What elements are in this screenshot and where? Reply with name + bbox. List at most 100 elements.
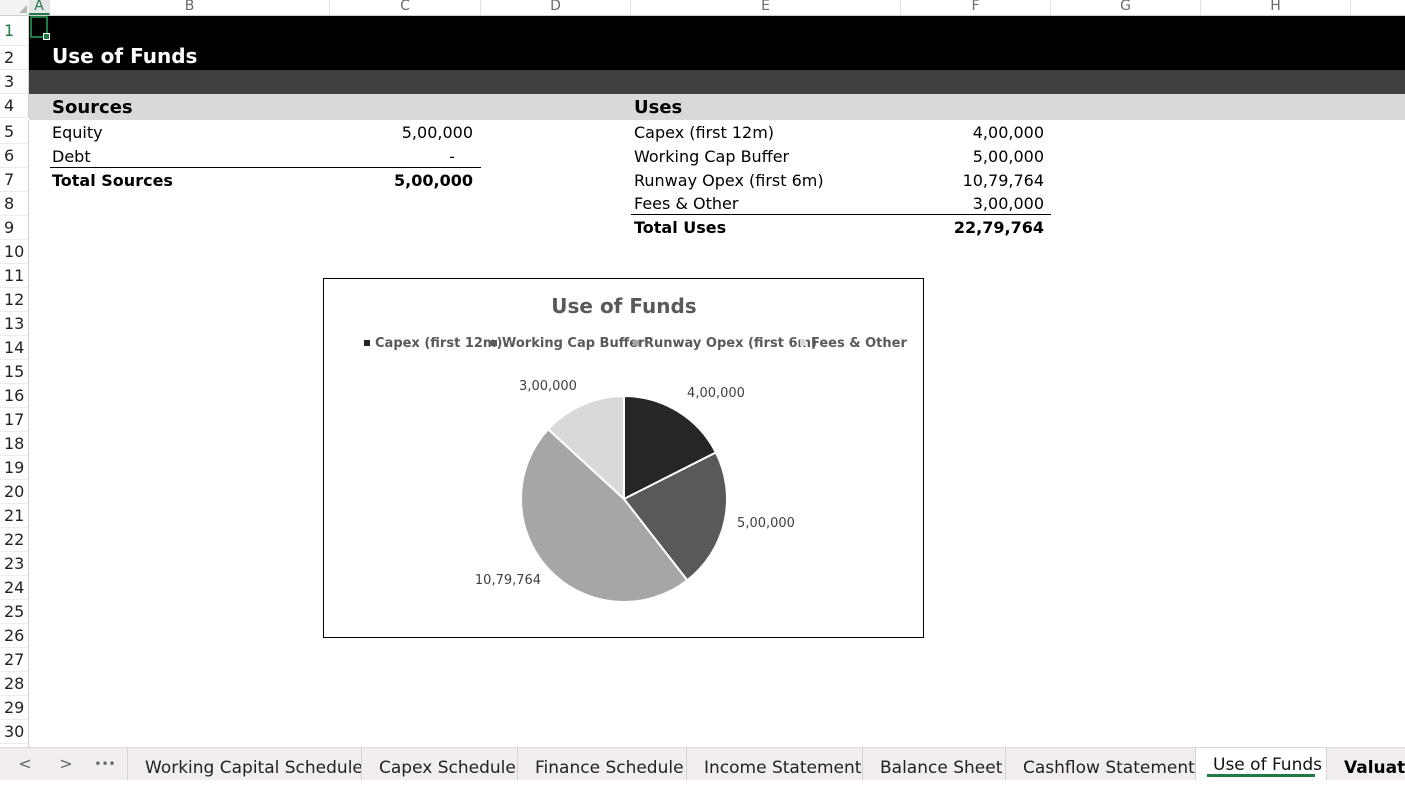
row-header-22[interactable]: 22 bbox=[0, 528, 29, 552]
sheet-tab-use-of-funds[interactable]: Use of Funds bbox=[1195, 748, 1326, 780]
row-header-8[interactable]: 8 bbox=[0, 192, 29, 216]
sheet-tab-working-capital-schedule[interactable]: Working Capital Schedule bbox=[127, 748, 363, 780]
row-header-20[interactable]: 20 bbox=[0, 480, 29, 504]
row-header-18[interactable]: 18 bbox=[0, 432, 29, 456]
row-header-30[interactable]: 30 bbox=[0, 720, 29, 744]
sheet-tab-label: Working Capital Schedule bbox=[145, 758, 363, 778]
sheet-tab-label: Income Statement bbox=[704, 758, 862, 778]
prev-sheet-button[interactable]: < bbox=[18, 754, 32, 773]
legend-entry: Runway Opex (first 6m) bbox=[644, 336, 817, 351]
sheet-tab-label: Valuatio bbox=[1344, 758, 1405, 778]
row-header-5[interactable]: 5 bbox=[0, 120, 29, 144]
sheet-tab-income-statement[interactable]: Income Statement bbox=[686, 748, 862, 780]
row-header-16[interactable]: 16 bbox=[0, 384, 29, 408]
select-all-corner[interactable] bbox=[0, 0, 30, 15]
row-header-10[interactable]: 10 bbox=[0, 240, 29, 264]
chart-canvas: Use of Funds Capex (first 12m) Working Ca… bbox=[364, 294, 907, 603]
data-label: 5,00,000 bbox=[737, 516, 795, 531]
active-cell-a1[interactable] bbox=[30, 16, 50, 40]
row-header-29[interactable]: 29 bbox=[0, 696, 29, 720]
chart-legend: Capex (first 12m) Working Cap Buffer Runwa… bbox=[364, 336, 907, 351]
sources-equity-label: Equity bbox=[52, 123, 103, 142]
column-header-c[interactable]: C bbox=[330, 0, 481, 15]
legend-entry: Working Cap Buffer bbox=[502, 336, 645, 351]
use-of-funds-chart[interactable]: Use of Funds Capex (first 12m) Working Ca… bbox=[323, 278, 924, 638]
pie-slice-fees-other[interactable] bbox=[546, 394, 625, 502]
sheet-tab-label: Balance Sheet bbox=[880, 758, 1003, 778]
legend-swatch bbox=[491, 340, 497, 346]
legend-swatch bbox=[633, 340, 639, 346]
row-header-2[interactable]: 2 bbox=[0, 46, 29, 70]
sheet-tab-balance-sheet[interactable]: Balance Sheet bbox=[862, 748, 1005, 780]
row-header-9[interactable]: 9 bbox=[0, 216, 29, 240]
data-label: 10,79,764 bbox=[475, 573, 541, 588]
row-header-1[interactable]: 1 bbox=[0, 16, 29, 46]
sheet-tab-cashflow-statement[interactable]: Cashflow Statement bbox=[1005, 748, 1195, 780]
pie-slices bbox=[520, 394, 728, 603]
column-header-g[interactable]: G bbox=[1051, 0, 1201, 15]
sheet-title: Use of Funds bbox=[52, 44, 198, 68]
row-header-28[interactable]: 28 bbox=[0, 672, 29, 696]
pie-slice-working-cap-buffer[interactable] bbox=[622, 451, 728, 582]
active-tab-underline bbox=[1207, 774, 1315, 777]
row-header-25[interactable]: 25 bbox=[0, 600, 29, 624]
sources-header: Sources bbox=[52, 97, 133, 118]
uses-runway-opex-label: Runway Opex (first 6m) bbox=[634, 171, 824, 190]
sources-total-label: Total Sources bbox=[52, 171, 173, 190]
uses-fees-label: Fees & Other bbox=[634, 194, 739, 213]
row-header-14[interactable]: 14 bbox=[0, 336, 29, 360]
title-band bbox=[29, 16, 1405, 70]
uses-capex-value: 4,00,000 bbox=[972, 123, 1044, 142]
uses-total-rule bbox=[631, 214, 1051, 215]
row-header-12[interactable]: 12 bbox=[0, 288, 29, 312]
uses-total-label: Total Uses bbox=[634, 218, 727, 237]
sheet-tab-valuatio[interactable]: Valuatio bbox=[1326, 748, 1405, 780]
next-sheet-button[interactable]: > bbox=[59, 754, 73, 773]
row-header-6[interactable]: 6 bbox=[0, 144, 29, 168]
sheet-tab-label: Capex Schedule bbox=[379, 758, 516, 778]
row-header-27[interactable]: 27 bbox=[0, 648, 29, 672]
column-header-d[interactable]: D bbox=[481, 0, 631, 15]
sheet-tab-finance-schedule[interactable]: Finance Schedule bbox=[517, 748, 686, 780]
sheet-tab-capex-schedule[interactable]: Capex Schedule bbox=[361, 748, 517, 780]
sheet-tab-label: Finance Schedule bbox=[535, 758, 684, 778]
section-header-band bbox=[29, 94, 1405, 120]
legend-entry: Capex (first 12m) bbox=[375, 336, 502, 351]
sources-debt-value: - bbox=[449, 147, 455, 166]
row-header-4[interactable]: 4 bbox=[0, 94, 29, 118]
sheet-tab-label: Use of Funds bbox=[1213, 755, 1322, 775]
uses-capex-label: Capex (first 12m) bbox=[634, 123, 775, 142]
column-header-b[interactable]: B bbox=[50, 0, 330, 15]
row-header-21[interactable]: 21 bbox=[0, 504, 29, 528]
row-header-24[interactable]: 24 bbox=[0, 576, 29, 600]
uses-wc-buffer-value: 5,00,000 bbox=[972, 147, 1044, 166]
row-header-13[interactable]: 13 bbox=[0, 312, 29, 336]
uses-wc-buffer-label: Working Cap Buffer bbox=[634, 147, 790, 166]
column-header-f[interactable]: F bbox=[901, 0, 1051, 15]
row-header-23[interactable]: 23 bbox=[0, 552, 29, 576]
pie-slice-runway-opex-first-6m[interactable] bbox=[520, 427, 689, 603]
legend-entry: Fees & Other bbox=[811, 336, 907, 351]
row-header-26[interactable]: 26 bbox=[0, 624, 29, 648]
row-header-19[interactable]: 19 bbox=[0, 456, 29, 480]
row-header-3[interactable]: 3 bbox=[0, 70, 29, 94]
row-header-11[interactable]: 11 bbox=[0, 264, 29, 288]
column-header-a[interactable]: A bbox=[29, 0, 50, 15]
sheet-tab-label: Cashflow Statement bbox=[1023, 758, 1195, 778]
row-header-17[interactable]: 17 bbox=[0, 408, 29, 432]
column-header-bar: A B C D E F G H bbox=[0, 0, 1405, 16]
uses-total-value: 22,79,764 bbox=[953, 218, 1044, 237]
data-label: 4,00,000 bbox=[687, 386, 745, 401]
column-header-e[interactable]: E bbox=[631, 0, 901, 15]
pie-slice-capex-first-12m[interactable] bbox=[623, 394, 718, 501]
data-labels: 4,00,000 5,00,000 10,79,764 3,00,000 bbox=[475, 379, 795, 588]
row-header-7[interactable]: 7 bbox=[0, 168, 29, 192]
uses-fees-value: 3,00,000 bbox=[972, 194, 1044, 213]
row-header-15[interactable]: 15 bbox=[0, 360, 29, 384]
more-sheets-button[interactable]: ••• bbox=[94, 757, 116, 771]
data-label: 3,00,000 bbox=[519, 379, 577, 394]
column-header-h[interactable]: H bbox=[1201, 0, 1351, 15]
uses-header: Uses bbox=[634, 97, 683, 118]
uses-runway-opex-value: 10,79,764 bbox=[962, 171, 1044, 190]
legend-swatch bbox=[364, 340, 370, 346]
